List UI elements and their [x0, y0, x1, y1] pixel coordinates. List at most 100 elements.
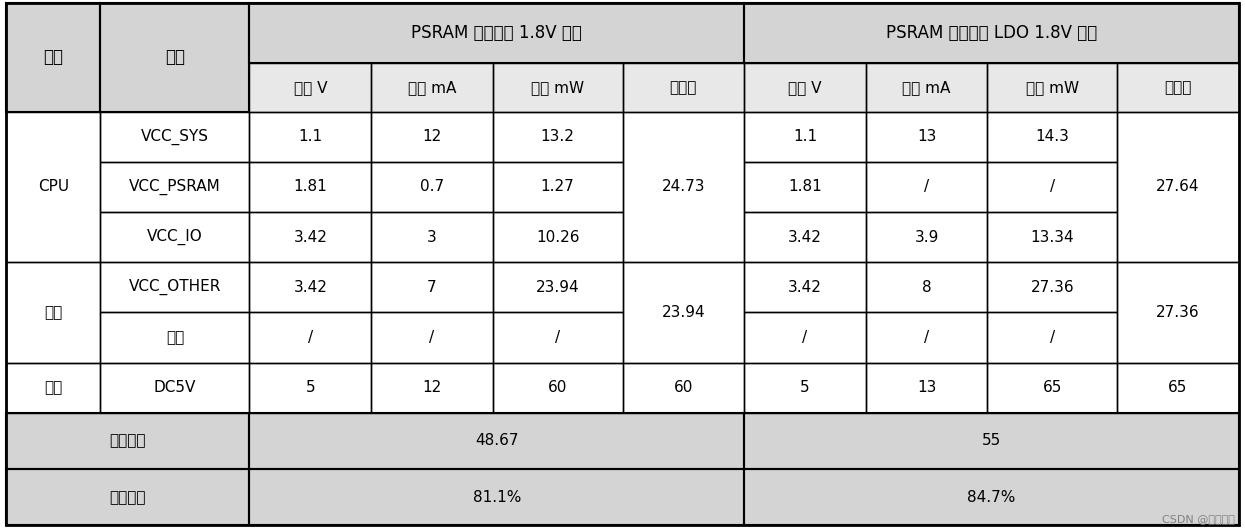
Bar — [101, 212, 249, 262]
Bar — [249, 63, 371, 112]
Bar — [6, 3, 101, 112]
Bar — [371, 162, 493, 212]
Bar — [1117, 63, 1239, 112]
Bar — [987, 112, 1117, 162]
Bar — [249, 313, 371, 363]
Text: 65: 65 — [1042, 380, 1062, 395]
Bar — [745, 363, 865, 413]
Text: 背光: 背光 — [166, 330, 184, 345]
Bar — [1117, 363, 1239, 413]
Bar — [745, 3, 1239, 63]
Text: VCC_OTHER: VCC_OTHER — [128, 279, 222, 295]
Text: 3.42: 3.42 — [294, 280, 327, 295]
Text: 1.81: 1.81 — [788, 180, 822, 194]
Text: 13: 13 — [916, 380, 936, 395]
Bar — [865, 162, 987, 212]
Text: HMC: HMC — [705, 231, 914, 381]
Text: 8: 8 — [921, 280, 931, 295]
Text: 7: 7 — [427, 280, 437, 295]
Bar — [493, 262, 622, 313]
Text: 10.26: 10.26 — [535, 230, 579, 244]
Bar — [865, 313, 987, 363]
Bar — [6, 413, 249, 469]
Text: 电压 V: 电压 V — [788, 80, 822, 95]
Bar — [249, 112, 371, 162]
Bar — [987, 212, 1117, 262]
Text: 14.3: 14.3 — [1036, 129, 1069, 144]
Bar — [101, 112, 249, 162]
Text: 功耗 mW: 功耗 mW — [1026, 80, 1079, 95]
Bar — [865, 112, 987, 162]
Bar — [6, 112, 101, 262]
Text: 12: 12 — [422, 129, 442, 144]
Bar — [249, 363, 371, 413]
Bar — [249, 3, 745, 63]
Text: 24.73: 24.73 — [661, 180, 705, 194]
Bar — [371, 313, 493, 363]
Text: /: / — [1050, 330, 1055, 345]
Text: 有效功耗: 有效功耗 — [110, 433, 146, 448]
Bar — [745, 363, 865, 413]
Bar — [493, 63, 622, 112]
Bar — [6, 469, 249, 525]
Bar — [6, 363, 101, 413]
Bar — [249, 262, 371, 313]
Text: /: / — [802, 330, 808, 345]
Text: 27.36: 27.36 — [1031, 280, 1074, 295]
Text: 3: 3 — [427, 230, 437, 244]
Bar — [745, 162, 865, 212]
Bar — [493, 212, 622, 262]
Bar — [865, 212, 987, 262]
Text: 分量: 分量 — [164, 48, 186, 66]
Text: CPU: CPU — [37, 180, 68, 194]
Bar — [622, 112, 745, 262]
Text: 电流 mA: 电流 mA — [903, 80, 951, 95]
Bar — [6, 363, 101, 413]
Text: 60: 60 — [548, 380, 568, 395]
Bar — [493, 162, 622, 212]
Bar — [622, 363, 745, 413]
Bar — [493, 112, 622, 162]
Text: 输入: 输入 — [44, 380, 62, 395]
Bar — [745, 313, 865, 363]
Bar — [745, 469, 1239, 525]
Text: 外设: 外设 — [44, 305, 62, 320]
Bar — [1117, 262, 1239, 363]
Bar — [371, 363, 493, 413]
Bar — [493, 363, 622, 413]
Text: HMC: HMC — [244, 231, 453, 381]
Bar — [865, 63, 987, 112]
Bar — [371, 313, 493, 363]
Bar — [745, 212, 865, 262]
Bar — [745, 3, 1239, 63]
Text: 13.2: 13.2 — [540, 129, 574, 144]
Bar — [249, 469, 745, 525]
Bar — [493, 363, 622, 413]
Text: /: / — [1050, 180, 1055, 194]
Bar — [622, 363, 745, 413]
Bar — [865, 262, 987, 313]
Text: 48.67: 48.67 — [476, 433, 519, 448]
Text: 13.34: 13.34 — [1031, 230, 1074, 244]
Bar — [101, 363, 249, 413]
Bar — [1117, 262, 1239, 363]
Text: 84.7%: 84.7% — [967, 489, 1016, 505]
Bar — [622, 112, 745, 262]
Bar — [6, 469, 249, 525]
Bar — [371, 162, 493, 212]
Bar — [622, 262, 745, 363]
Bar — [1117, 112, 1239, 262]
Text: 总功耗: 总功耗 — [1164, 80, 1191, 95]
Bar — [249, 212, 371, 262]
Text: DC5V: DC5V — [153, 380, 195, 395]
Bar — [987, 63, 1117, 112]
Bar — [371, 363, 493, 413]
Bar — [6, 262, 101, 363]
Text: 1.1: 1.1 — [793, 129, 817, 144]
Bar — [101, 162, 249, 212]
Text: VCC_IO: VCC_IO — [147, 229, 203, 245]
Bar — [371, 212, 493, 262]
Text: 65: 65 — [1168, 380, 1188, 395]
Bar — [745, 313, 865, 363]
Text: 3.9: 3.9 — [914, 230, 939, 244]
